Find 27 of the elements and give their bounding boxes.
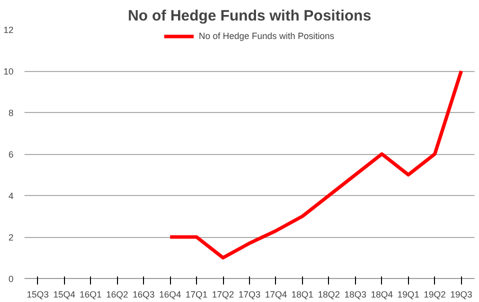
x-tick-label: 16Q2 [106, 290, 128, 300]
x-tick-label: 19Q1 [397, 290, 420, 300]
x-tick-label: 17Q1 [186, 290, 208, 300]
x-tick-label: 18Q4 [370, 290, 393, 300]
y-tick-label: 0 [8, 274, 14, 284]
x-tick-label: 18Q2 [318, 290, 340, 300]
y-tick-label: 2 [8, 232, 14, 242]
x-tick-label: 15Q3 [26, 290, 49, 300]
y-tick-label: 12 [3, 25, 14, 35]
x-tick-label: 16Q4 [159, 290, 182, 300]
x-tick-label: 19Q2 [424, 290, 446, 300]
line-series [168, 69, 464, 260]
x-tick-label: 17Q3 [238, 290, 261, 300]
x-tick-label: 16Q1 [80, 290, 102, 300]
x-tick-label: 16Q3 [132, 290, 155, 300]
x-tick-label: 18Q1 [291, 290, 314, 300]
y-tick-label: 10 [3, 66, 14, 76]
x-tick-label: 17Q2 [212, 290, 234, 300]
chart-title: No of Hedge Funds with Positions [128, 8, 372, 24]
y-tick-label: 8 [8, 108, 14, 118]
y-tick-label: 6 [8, 150, 14, 160]
x-tick-label: 15Q4 [53, 290, 76, 300]
x-tick-label: 18Q3 [344, 290, 366, 300]
legend-label: No of Hedge Funds with Positions [198, 31, 334, 41]
x-tick-label: 17Q4 [264, 290, 287, 300]
x-tick-label: 19Q3 [450, 290, 472, 300]
y-tick-label: 4 [8, 191, 14, 201]
